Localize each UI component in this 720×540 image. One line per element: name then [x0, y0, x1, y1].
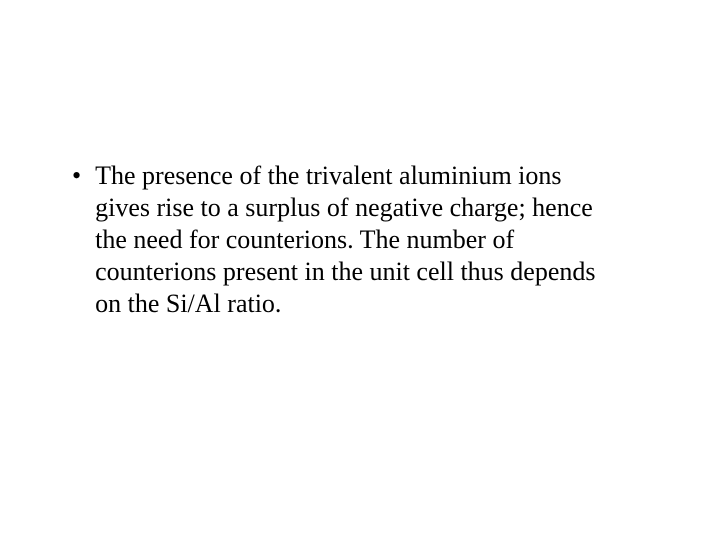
bullet-item: • The presence of the trivalent aluminiu…: [70, 160, 650, 320]
bullet-marker-icon: •: [70, 160, 81, 192]
bullet-text: The presence of the trivalent aluminium …: [95, 160, 615, 320]
slide-content: • The presence of the trivalent aluminiu…: [0, 0, 720, 540]
